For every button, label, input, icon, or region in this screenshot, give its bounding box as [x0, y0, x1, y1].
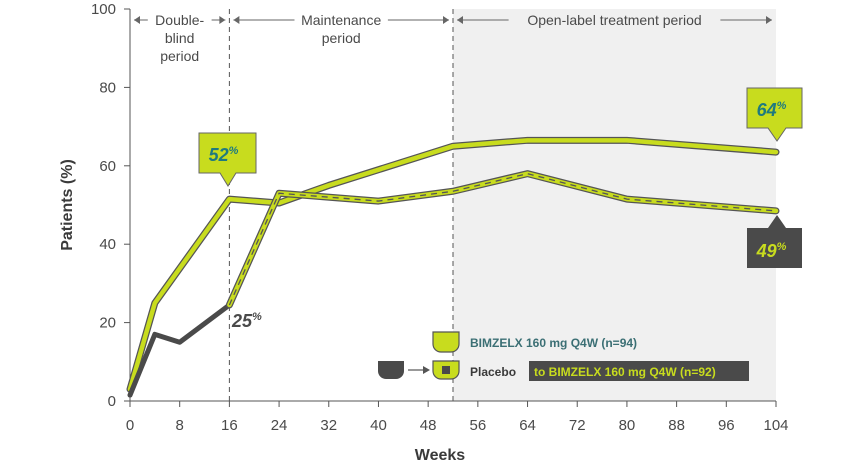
- y-tick-label: 40: [99, 236, 116, 253]
- legend-arrow-head: [423, 366, 430, 374]
- y-tick-label: 100: [91, 1, 116, 18]
- period-label: Double-: [155, 12, 204, 28]
- y-tick-label: 80: [99, 79, 116, 96]
- x-tick-label: 80: [619, 417, 636, 434]
- y-axis-title: Patients (%): [59, 159, 76, 251]
- percent-sign: %: [229, 145, 239, 157]
- percent-sign: %: [777, 100, 787, 112]
- period-arrow-head-left: [457, 16, 463, 24]
- period-arrow-head-right: [443, 16, 449, 24]
- x-tick-label: 48: [420, 417, 437, 434]
- period-arrow-head-left: [134, 16, 140, 24]
- x-tick-label: 56: [470, 417, 487, 434]
- legend-switch-box: [529, 361, 749, 381]
- legend-placebo-marker: [378, 361, 404, 379]
- period-label: period: [160, 48, 199, 64]
- period-label: Maintenance: [301, 12, 381, 28]
- x-tick-label: 96: [718, 417, 735, 434]
- period-label: period: [322, 30, 361, 46]
- callout-52-box: [198, 132, 257, 187]
- x-tick-label: 40: [370, 417, 387, 434]
- x-tick-label: 32: [320, 417, 337, 434]
- percent-sign: %: [777, 241, 787, 253]
- series-dash-overlay: [228, 172, 777, 306]
- x-axis-title: Weeks: [415, 447, 466, 464]
- y-tick-label: 60: [99, 158, 116, 175]
- x-tick-label: 16: [221, 417, 238, 434]
- period-label: blind: [165, 30, 195, 46]
- x-tick-label: 64: [519, 417, 536, 434]
- x-tick-label: 0: [126, 417, 134, 434]
- legend-placebo-label: Placebo: [470, 365, 516, 379]
- period-arrow-head-left: [233, 16, 240, 24]
- x-tick-label: 104: [763, 417, 788, 434]
- callout-64-box: [746, 87, 803, 142]
- legend-bimzelx-marker: [432, 331, 460, 353]
- period-arrow-head-right: [219, 16, 226, 24]
- callout-49-box: [747, 215, 802, 268]
- x-tick-label: 88: [668, 417, 685, 434]
- legend-switch-marker-square: [442, 366, 450, 374]
- series-line: [127, 302, 232, 398]
- x-tick-label: 72: [569, 417, 586, 434]
- legend-switch-label: to BIMZELX 160 mg Q4W (n=92): [534, 365, 716, 379]
- y-tick-label: 20: [99, 315, 116, 332]
- period-label: Open-label treatment period: [527, 12, 701, 28]
- callout-25-label: 25%: [231, 311, 262, 331]
- x-tick-label: 24: [271, 417, 288, 434]
- percent-sign: %: [252, 311, 262, 323]
- legend-bimzelx-label: BIMZELX 160 mg Q4W (n=94): [470, 336, 637, 350]
- period-arrow-head-right: [766, 16, 772, 24]
- y-tick-label: 0: [108, 393, 116, 410]
- series-line: [127, 138, 779, 392]
- x-tick-label: 8: [176, 417, 184, 434]
